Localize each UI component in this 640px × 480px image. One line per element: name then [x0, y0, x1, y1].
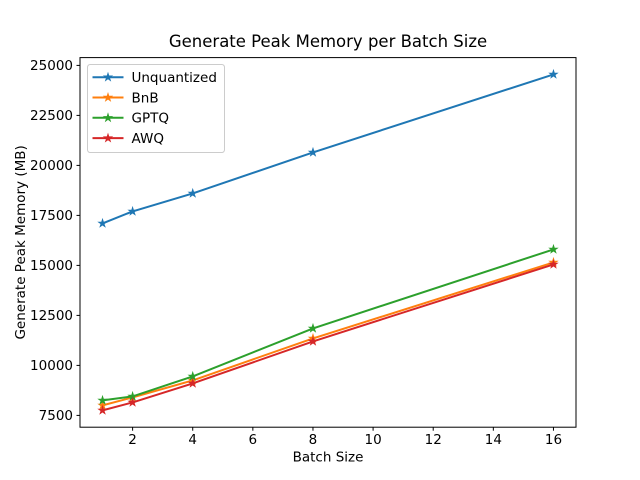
legend-star-marker [102, 112, 114, 123]
x-tick-label: 12 [425, 432, 442, 448]
series-unquantized [97, 68, 559, 228]
star-marker-gptq [307, 322, 319, 333]
legend-box [87, 64, 225, 153]
x-axis-label: Batch Size [293, 450, 364, 466]
y-tick-label: 17500 [30, 208, 73, 224]
x-tick-label: 14 [485, 432, 502, 448]
legend: Unquantized BnB GPTQ AWQ [87, 64, 225, 153]
y-tick-label: 22500 [30, 108, 73, 124]
y-tick-label: 25000 [30, 58, 73, 74]
star-marker-awq [187, 377, 198, 388]
y-tick-label: 7500 [39, 408, 73, 424]
y-tick-label: 12500 [30, 308, 73, 324]
x-tick-label: 4 [188, 432, 197, 448]
series-bnb [97, 256, 559, 410]
series-gptq [97, 243, 559, 405]
y-tick-label: 20000 [30, 158, 73, 174]
series-line-gptq [102, 248, 554, 402]
star-marker-awq [97, 404, 108, 415]
legend-label: GPTQ [132, 111, 169, 127]
legend-entry-awq: AWQ [92, 131, 164, 147]
y-axis-label: Generate Peak Memory (MB) [13, 145, 29, 339]
star-marker-unquantized [97, 217, 108, 228]
x-axis-ticks: 2 4 6 8 10 12 14 16 [128, 427, 562, 448]
legend-star-marker [102, 71, 114, 82]
star-marker-unquantized [187, 187, 198, 198]
star-marker-bnb [97, 399, 108, 410]
chart-title: Generate Peak Memory per Batch Size [169, 32, 487, 51]
x-tick-label: 8 [309, 432, 318, 448]
star-marker-gptq [187, 370, 198, 381]
star-marker-awq [307, 335, 319, 346]
star-marker-awq [548, 258, 559, 269]
y-tick-label: 15000 [30, 258, 73, 274]
legend-entry-gptq: GPTQ [92, 111, 169, 127]
star-marker-unquantized [307, 146, 319, 157]
legend-star-marker [102, 132, 114, 143]
star-marker-unquantized [127, 205, 138, 216]
star-marker-gptq [548, 243, 559, 254]
star-marker-awq [127, 396, 138, 407]
x-tick-label: 6 [249, 432, 258, 448]
star-marker-gptq [127, 390, 138, 401]
series-line-awq [102, 263, 554, 412]
y-axis-ticks: 7500 10000 12500 15000 17500 20000 22500 25000 [30, 58, 80, 424]
legend-entry-bnb: BnB [92, 90, 159, 106]
x-tick-label: 16 [545, 432, 562, 448]
series-group [97, 68, 559, 415]
legend-label: Unquantized [132, 70, 217, 86]
series-awq [97, 258, 559, 415]
y-tick-label: 10000 [30, 358, 73, 374]
legend-entry-unquantized: Unquantized [92, 70, 217, 86]
star-marker-unquantized [548, 68, 559, 79]
legend-label: BnB [132, 90, 159, 106]
legend-star-marker [102, 92, 114, 102]
legend-label: AWQ [132, 131, 164, 147]
x-tick-label: 2 [128, 432, 137, 448]
x-tick-label: 10 [364, 432, 381, 448]
plot-area-border [79, 57, 577, 428]
star-marker-gptq [97, 394, 108, 405]
